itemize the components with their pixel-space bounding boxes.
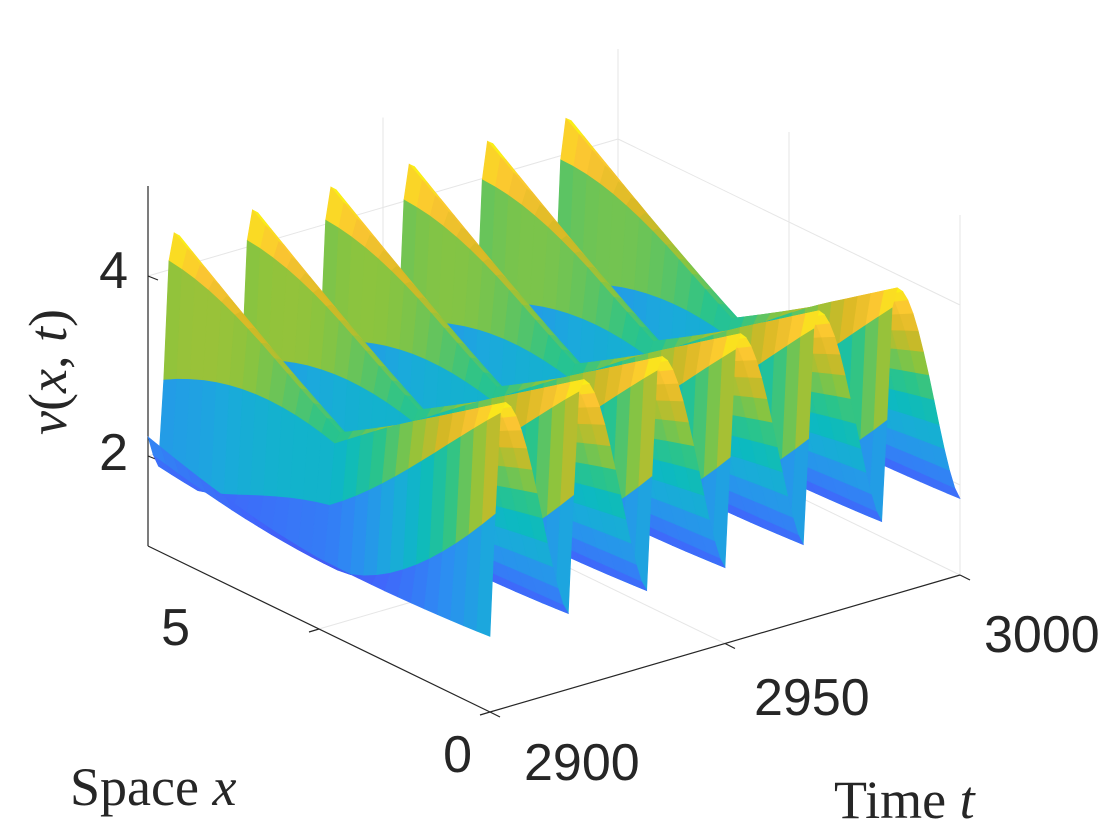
time-axis-title: Time t — [834, 770, 977, 830]
time-tick-label: 2950 — [754, 669, 870, 727]
z-axis-title: v(x, t) — [18, 309, 78, 435]
axes-lines — [147, 186, 971, 718]
surface — [147, 117, 961, 637]
time-tick-label: 2900 — [524, 734, 640, 792]
grid-line — [147, 138, 619, 277]
space-tick-mark — [479, 711, 491, 716]
z-tick-label: 4 — [99, 242, 128, 300]
z-tick-label: 2 — [99, 424, 128, 482]
time-tick-label: 3000 — [984, 606, 1100, 664]
grid-line — [617, 138, 961, 306]
space-tick-label: 0 — [443, 726, 472, 784]
time-tick-mark — [724, 642, 736, 650]
time-tick-mark — [489, 711, 501, 718]
space-tick-label: 5 — [161, 599, 190, 657]
surface-patch — [476, 513, 496, 637]
space-tick-mark — [308, 628, 320, 633]
z-tick-mark — [147, 275, 159, 281]
space-axis-title: Space x — [70, 757, 236, 817]
time-tick-mark — [959, 574, 971, 581]
